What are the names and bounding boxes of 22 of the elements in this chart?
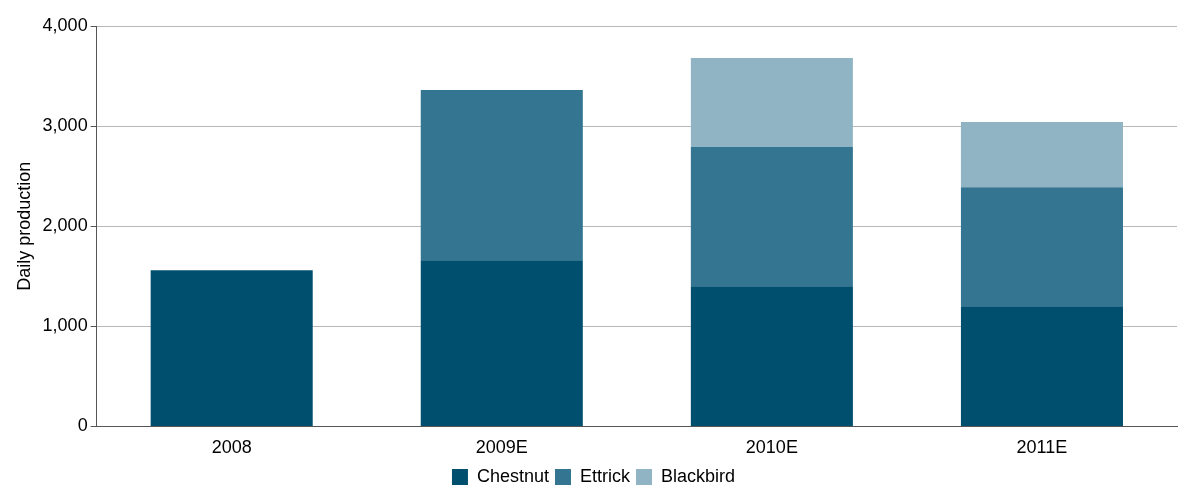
- y-tick-label: 1,000: [42, 315, 88, 336]
- bar: [150, 270, 313, 426]
- x-tick-label: 2010E: [745, 437, 798, 458]
- legend-label: Chestnut: [476, 465, 550, 486]
- y-tick-label: 3,000: [42, 115, 88, 136]
- bar: [420, 260, 583, 426]
- bar: [960, 306, 1123, 426]
- x-tick-label: 2009E: [475, 437, 528, 458]
- bar: [690, 286, 853, 426]
- legend-label: Ettrick: [580, 465, 632, 486]
- y-tick-label: 4,000: [42, 14, 88, 35]
- y-tick-label: 2,000: [42, 215, 88, 236]
- bar: [690, 147, 853, 287]
- y-axis-title: Daily production: [13, 161, 34, 291]
- x-tick-label: 2011E: [1016, 437, 1068, 458]
- y-tick-label: 0: [77, 415, 88, 436]
- bar: [960, 187, 1123, 307]
- bar: [690, 58, 853, 148]
- bar: [960, 122, 1123, 188]
- x-tick-label: 2008: [211, 437, 252, 458]
- bar: [420, 90, 583, 261]
- legend-label: Blackbird: [661, 465, 736, 486]
